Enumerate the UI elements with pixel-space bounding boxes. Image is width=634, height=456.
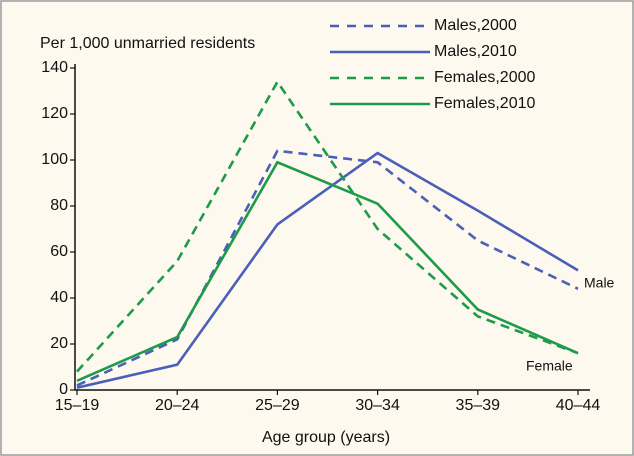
y-tick-label: 100 (41, 151, 68, 168)
y-tick-label: 60 (50, 243, 68, 260)
y-axis-label: Per 1,000 unmarried residents (40, 35, 255, 52)
series-line (76, 79, 579, 373)
annotation: Male (584, 275, 615, 291)
x-tick-label: 30–34 (355, 397, 400, 414)
y-tick-label: 140 (41, 59, 68, 76)
series-line (76, 149, 579, 387)
y-tick-label: 0 (59, 381, 68, 398)
x-tick-label: 40–44 (556, 397, 601, 414)
x-tick-label: 20–24 (155, 397, 200, 414)
x-tick-label: 35–39 (456, 397, 501, 414)
y-tick-label: 20 (50, 335, 68, 352)
legend-label: Males,2000 (434, 17, 517, 34)
y-tick-label: 80 (50, 197, 68, 214)
legend-label: Females,2010 (434, 95, 535, 112)
x-tick-label: 15–19 (55, 397, 100, 414)
y-tick-label: 40 (50, 289, 68, 306)
y-tick-label: 120 (41, 105, 68, 122)
legend-label: Males,2010 (434, 43, 517, 60)
x-axis-label: Age group (years) (262, 429, 390, 446)
x-tick-label: 25–29 (255, 397, 300, 414)
series-line (76, 151, 579, 389)
legend-label: Females,2000 (434, 69, 535, 86)
annotation: Female (526, 358, 573, 374)
series-line (76, 160, 579, 382)
